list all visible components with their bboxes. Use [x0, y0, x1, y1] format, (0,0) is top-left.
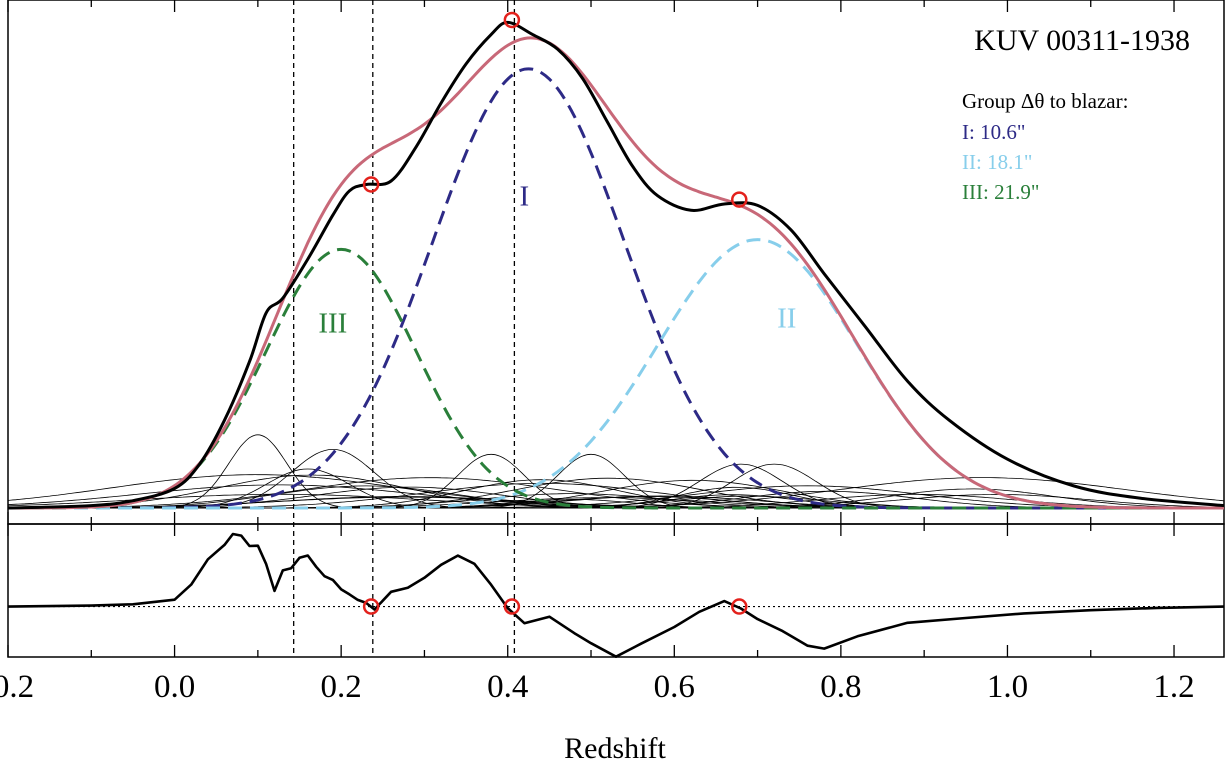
peak-marker-1 — [503, 11, 521, 29]
density-curve — [7, 20, 1225, 510]
group-label-i: I — [520, 180, 530, 212]
group-curve-ii — [8, 238, 1224, 510]
axis-ticks — [7, 0, 1175, 657]
x-tick-label: -0.2 — [0, 669, 34, 705]
density-curve-line — [7, 20, 1225, 510]
chart-title: KUV 00311-1938 — [974, 24, 1190, 57]
x-tick-label: 0.8 — [820, 669, 861, 705]
peak-markers — [362, 11, 748, 615]
x-tick-labels: -0.2 0.0 0.2 0.4 0.6 0.8 1.0 1.2 — [0, 669, 1195, 705]
group-label-iii: III — [318, 307, 347, 339]
residual-line — [7, 532, 1225, 658]
x-tick-label: 0.6 — [654, 669, 695, 705]
legend-entry-ii: II: 18.1" — [962, 150, 1032, 174]
legend-entry-i: I: 10.6" — [962, 120, 1025, 144]
x-axis-label: Redshift — [564, 732, 666, 765]
legend-entry-iii: III: 21.9" — [962, 180, 1039, 204]
peak-marker-2 — [731, 191, 748, 208]
residual-curve — [7, 532, 1225, 658]
group-label-ii: II — [777, 302, 796, 334]
x-tick-label: 1.0 — [987, 669, 1028, 705]
x-tick-label: 0.0 — [154, 669, 195, 705]
x-tick-label: 0.4 — [487, 669, 528, 705]
x-tick-label: 0.2 — [321, 669, 362, 705]
residual-peak-marker-1 — [503, 598, 521, 615]
vertical-reference-lines — [293, 0, 516, 657]
residual-peak-marker-2 — [731, 598, 748, 615]
residual-peak-marker-0 — [362, 598, 380, 615]
legend-header: Group Δθ to blazar: — [962, 89, 1128, 113]
legend: Group Δθ to blazar: I: 10.6" II: 18.1" I… — [962, 89, 1128, 204]
peak-marker-0 — [362, 176, 380, 193]
x-tick-label: 1.2 — [1153, 669, 1194, 705]
